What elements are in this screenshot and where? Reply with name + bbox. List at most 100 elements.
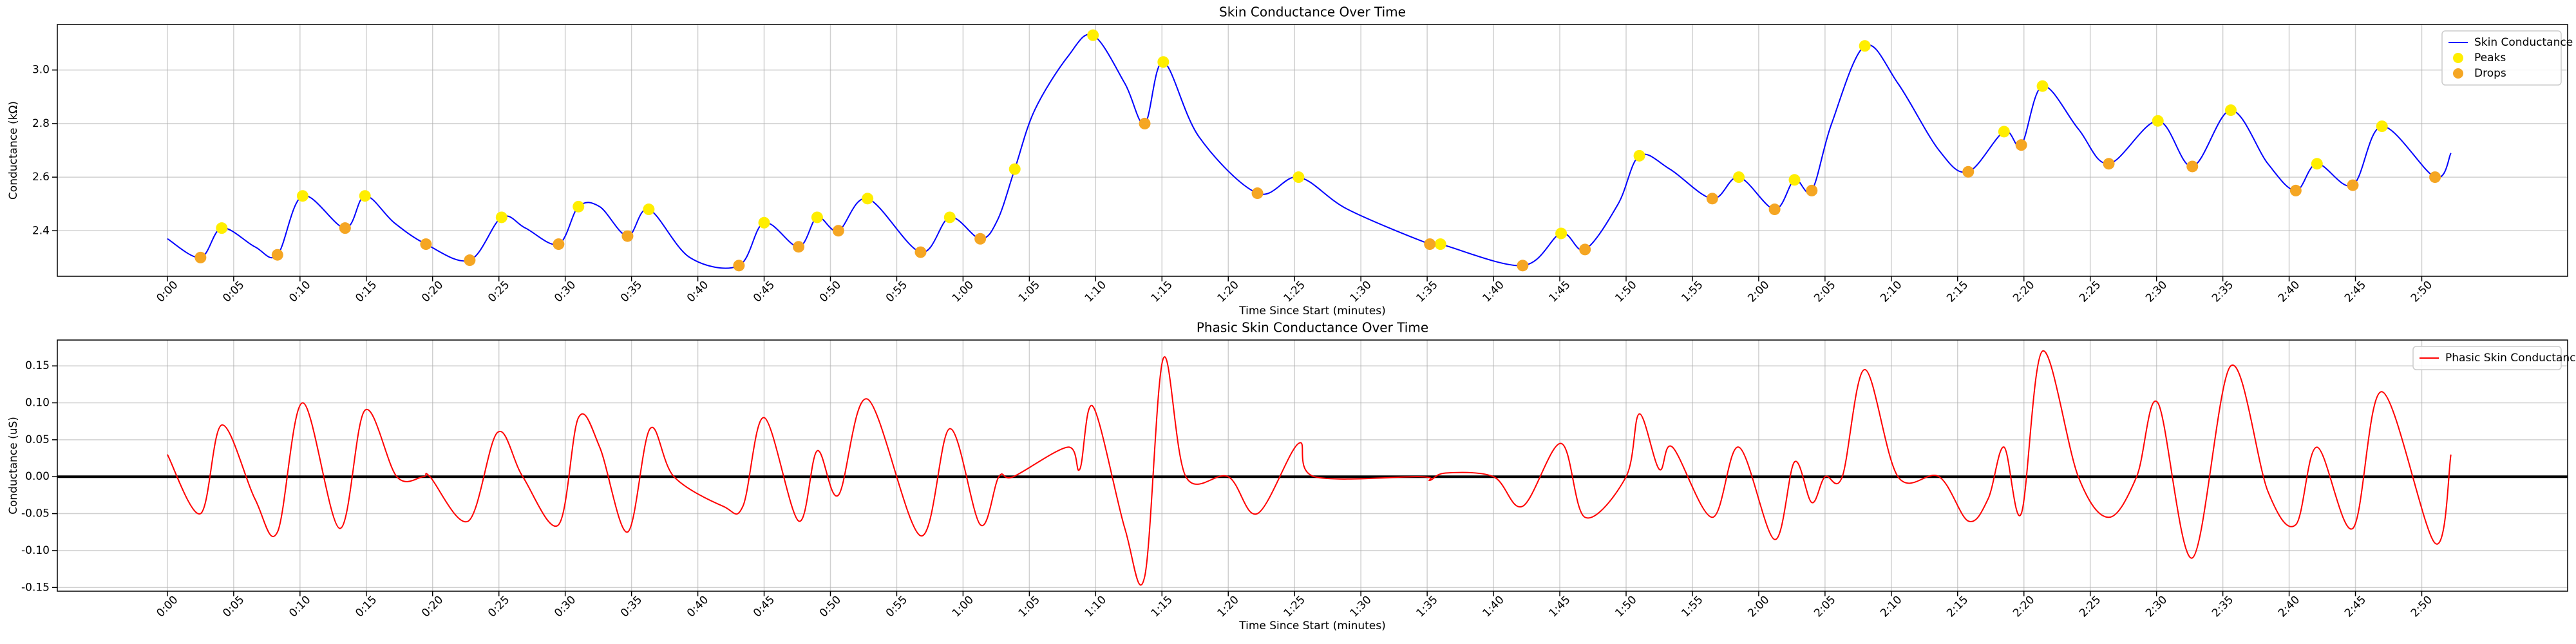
- y-tick-label: 2.6: [32, 171, 50, 184]
- y-tick-label: 2.8: [32, 117, 50, 130]
- data-point: [1424, 238, 1436, 251]
- data-point: [1434, 238, 1446, 251]
- x-tick-label: 2:15: [1944, 278, 1971, 305]
- data-point: [862, 193, 874, 205]
- data-point: [1293, 171, 1305, 184]
- data-point: [2429, 171, 2441, 184]
- data-point: [643, 204, 655, 216]
- x-tick-label: 2:40: [2276, 278, 2302, 305]
- data-point: [495, 211, 507, 223]
- x-tick-label: 0:50: [817, 593, 844, 620]
- x-tick-label: 0:00: [154, 278, 180, 305]
- data-point: [2289, 184, 2302, 196]
- x-tick-label: 1:45: [1546, 278, 1573, 305]
- x-tick-label: 1:25: [1282, 593, 1308, 620]
- x-tick-label: 2:15: [1944, 593, 1971, 620]
- data-point: [1806, 184, 1818, 196]
- data-point: [1009, 163, 1021, 175]
- data-point: [2224, 104, 2237, 117]
- data-point: [553, 238, 565, 251]
- data-point: [1706, 193, 1718, 205]
- x-tick-label: 2:35: [2210, 593, 2236, 620]
- x-tick-label: 1:25: [1282, 278, 1308, 305]
- x-tick-label: 0:55: [884, 278, 910, 305]
- x-tick-label: 1:55: [1679, 278, 1705, 305]
- x-tick-label: 2:20: [2011, 278, 2037, 305]
- data-point: [943, 211, 956, 223]
- data-point: [2311, 158, 2323, 170]
- data-point: [2376, 120, 2388, 133]
- y-axis-label: Conductance (uS): [7, 417, 20, 515]
- x-tick-label: 2:25: [2077, 278, 2103, 305]
- x-tick-label: 1:00: [950, 593, 976, 620]
- x-tick-label: 2:10: [1878, 278, 1904, 305]
- data-point: [1768, 204, 1781, 216]
- y-axis-label: Conductance (kΩ): [7, 101, 20, 200]
- x-tick-label: 0:30: [552, 278, 578, 305]
- x-tick-label: 0:15: [353, 278, 379, 305]
- data-point: [1087, 29, 1099, 41]
- x-tick-label: 0:45: [751, 278, 777, 305]
- data-point: [2036, 80, 2049, 92]
- y-tick-label: -0.10: [21, 544, 50, 557]
- legend-box: [2441, 30, 2562, 86]
- x-tick-label: 1:05: [1016, 278, 1043, 305]
- x-tick-label: 1:15: [1149, 278, 1175, 305]
- data-point: [2103, 158, 2115, 170]
- subplot: Phasic Skin Conductance Over Time Time Si…: [7, 320, 2576, 633]
- data-point: [1517, 260, 1529, 272]
- legend-label: Drops: [2474, 67, 2506, 80]
- chart-title: Phasic Skin Conductance Over Time: [1197, 320, 1428, 336]
- x-tick-label: 0:15: [353, 593, 379, 620]
- legend-swatch: [2453, 53, 2463, 63]
- x-tick-label: 2:05: [1812, 278, 1838, 305]
- x-axis-label: Time Since Start (minutes): [1238, 305, 1386, 317]
- y-tick-label: 0.05: [25, 433, 50, 446]
- chart-title: Skin Conductance Over Time: [1219, 5, 1406, 20]
- y-tick-label: -0.15: [21, 581, 50, 594]
- x-tick-label: 2:30: [2143, 593, 2170, 620]
- x-tick-label: 2:40: [2276, 593, 2302, 620]
- data-point: [793, 241, 805, 253]
- data-point: [1998, 126, 2010, 138]
- x-tick-label: 1:30: [1348, 593, 1374, 620]
- data-point: [832, 225, 844, 237]
- x-tick-label: 2:00: [1745, 593, 1772, 620]
- x-tick-label: 2:50: [2409, 278, 2435, 305]
- x-tick-label: 2:45: [2342, 278, 2369, 305]
- x-tick-label: 0:55: [884, 593, 910, 620]
- data-point: [464, 254, 476, 267]
- y-tick-label: 2.4: [32, 224, 50, 237]
- x-tick-label: 0:50: [817, 278, 844, 305]
- x-tick-label: 2:00: [1745, 278, 1772, 305]
- x-tick-label: 2:45: [2342, 593, 2369, 620]
- x-tick-label: 0:25: [486, 593, 512, 620]
- data-point: [1962, 166, 1975, 178]
- data-point: [733, 260, 745, 272]
- data-point: [2186, 160, 2199, 173]
- x-axis-label: Time Since Start (minutes): [1238, 620, 1386, 632]
- data-point: [811, 211, 823, 223]
- data-line: [167, 33, 2452, 269]
- legend-label: Skin Conductance: [2474, 36, 2573, 49]
- data-point: [1555, 227, 1567, 240]
- x-tick-label: 0:35: [618, 278, 645, 305]
- x-tick-label: 1:30: [1348, 278, 1374, 305]
- x-tick-label: 0:40: [685, 278, 711, 305]
- x-tick-label: 0:45: [751, 593, 777, 620]
- x-tick-label: 1:40: [1481, 593, 1507, 620]
- x-tick-label: 1:45: [1546, 593, 1573, 620]
- x-tick-label: 2:50: [2409, 593, 2435, 620]
- data-point: [339, 222, 351, 234]
- data-point: [2152, 115, 2164, 127]
- y-tick-label: 0.15: [25, 359, 50, 372]
- x-tick-label: 0:10: [287, 593, 313, 620]
- legend-label: Phasic Skin Conductance: [2445, 352, 2576, 365]
- y-tick-label: 0.00: [25, 470, 50, 483]
- data-point: [914, 246, 927, 258]
- data-point: [2015, 139, 2027, 151]
- data-point: [573, 200, 585, 213]
- x-tick-label: 0:20: [419, 593, 446, 620]
- x-tick-label: 0:05: [220, 593, 247, 620]
